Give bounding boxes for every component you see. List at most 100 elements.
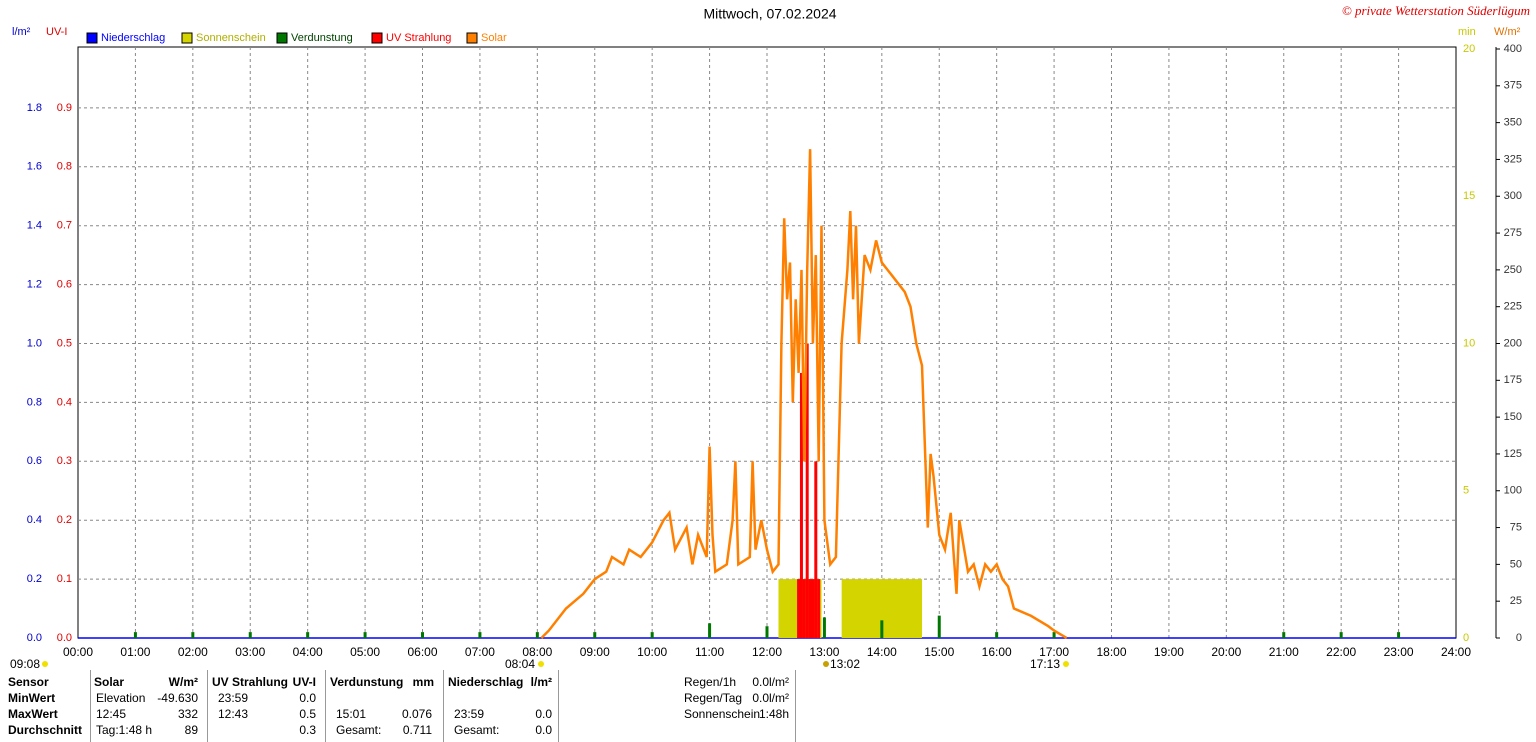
legend-swatch xyxy=(86,32,98,44)
chart-title: Mittwoch, 07.02.2024 xyxy=(703,6,836,22)
table-cell: Sonnenschein xyxy=(684,707,761,721)
legend-swatch xyxy=(371,32,383,44)
table-cell: -49.630 xyxy=(157,691,198,705)
axis-label: W/m² xyxy=(1494,26,1521,38)
y-tick-label: 0.0 xyxy=(57,632,72,644)
table-cell: 23:59 xyxy=(218,691,249,705)
chart: Mittwoch, 07.02.2024 © private Wettersta… xyxy=(10,3,1530,670)
annotation-dot xyxy=(1063,661,1069,667)
annotation: 09:08 xyxy=(10,657,40,670)
table-cell: Sensor xyxy=(8,675,49,689)
bar xyxy=(805,343,809,638)
legend-swatch xyxy=(276,32,288,44)
y-tick-label: 300 xyxy=(1504,190,1522,202)
y-tick-label: 200 xyxy=(1504,337,1522,349)
y-tick-label: 0.8 xyxy=(27,396,42,408)
bar xyxy=(814,461,818,638)
bar xyxy=(421,632,424,638)
y-tick-label: 20 xyxy=(1463,43,1475,55)
y-tick-label: 0.5 xyxy=(57,337,72,349)
y-tick-label: 125 xyxy=(1504,448,1522,460)
y-tick-label: 175 xyxy=(1504,374,1522,386)
x-tick-label: 06:00 xyxy=(407,645,437,659)
legend-label: Niederschlag xyxy=(101,32,165,44)
y-tick-label: 0.1 xyxy=(57,573,72,585)
legend-label: UV Strahlung xyxy=(386,32,451,44)
y-tick-label: 275 xyxy=(1504,227,1522,239)
bar xyxy=(1397,632,1401,638)
x-tick-label: 05:00 xyxy=(350,645,380,659)
table-cell: 0.076 xyxy=(401,707,432,721)
x-tick-label: 19:00 xyxy=(1154,645,1184,659)
table-cell: UV-I xyxy=(292,675,316,689)
table-cell: Tag:1:48 h xyxy=(96,723,153,737)
y-tick-label: 0.2 xyxy=(27,573,42,585)
bar xyxy=(133,632,137,638)
y-tick-label: 1.6 xyxy=(27,161,42,173)
y-tick-label: 0.9 xyxy=(57,102,72,114)
table-cell: mm xyxy=(412,675,434,689)
x-tick-label: 02:00 xyxy=(178,645,208,659)
bar xyxy=(593,632,597,638)
x-tick-label: 14:00 xyxy=(867,645,897,659)
table-cell: Regen/Tag xyxy=(684,691,743,705)
bar xyxy=(1339,632,1343,638)
x-tick-label: 03:00 xyxy=(235,645,265,659)
table-cell: Solar xyxy=(94,675,125,689)
separator xyxy=(325,670,326,742)
table-cell: MaxWert xyxy=(8,707,58,721)
bar xyxy=(808,579,812,638)
table-cell: 0.0l/m² xyxy=(752,675,789,689)
annotation: 13:02 xyxy=(830,657,860,670)
y-tick-label: 0.3 xyxy=(57,455,72,467)
y-tick-label: 250 xyxy=(1504,264,1522,276)
table-cell: 89 xyxy=(184,723,198,737)
y-tick-label: 150 xyxy=(1504,411,1522,423)
axis-label: UV-I xyxy=(46,26,67,38)
line xyxy=(540,149,1068,640)
bar xyxy=(650,632,654,638)
x-tick-label: 17:00 xyxy=(1039,645,1069,659)
table-cell: 12:43 xyxy=(218,707,249,721)
x-tick-label: 16:00 xyxy=(982,645,1012,659)
table-cell: 0.5 xyxy=(299,707,316,721)
separator xyxy=(90,670,91,742)
bar xyxy=(191,632,195,638)
bar xyxy=(811,579,815,638)
y-tick-label: 25 xyxy=(1510,595,1522,607)
bar xyxy=(880,620,884,638)
y-tick-label: 75 xyxy=(1510,521,1522,533)
bar xyxy=(306,632,310,638)
legend-label: Sonnenschein xyxy=(196,32,266,44)
x-tick-label: 21:00 xyxy=(1269,645,1299,659)
bar xyxy=(765,626,769,638)
table-cell: Verdunstung xyxy=(330,675,404,689)
x-tick-label: 10:00 xyxy=(637,645,667,659)
y-tick-label: 0 xyxy=(1463,632,1469,644)
bar xyxy=(248,632,252,638)
table-cell: 0.0l/m² xyxy=(752,691,789,705)
table-cell: MinWert xyxy=(8,691,56,705)
x-tick-label: 08:00 xyxy=(522,645,552,659)
annotation: 17:13 xyxy=(1030,657,1060,670)
y-tick-label: 1.8 xyxy=(27,102,42,114)
annotation-dot xyxy=(42,661,48,667)
y-tick-label: 50 xyxy=(1510,558,1522,570)
y-tick-label: 1.4 xyxy=(27,220,42,232)
table-cell: 12:45 xyxy=(96,707,127,721)
bar xyxy=(1052,632,1056,638)
y-tick-label: 1.0 xyxy=(27,337,42,349)
annotation-dot xyxy=(823,661,829,667)
bar xyxy=(937,615,941,638)
table-cell: Niederschlag xyxy=(448,675,524,689)
legend-label: Verdunstung xyxy=(291,32,353,44)
table-cell: 332 xyxy=(177,707,198,721)
y-tick-label: 15 xyxy=(1463,190,1475,202)
table-cell: 0.0 xyxy=(299,691,316,705)
legend-label: Solar xyxy=(481,32,507,44)
legend-swatch xyxy=(466,32,478,44)
legend-swatch xyxy=(181,32,193,44)
annotation: 08:04 xyxy=(505,657,535,670)
table-cell: Gesamt: xyxy=(454,723,500,737)
x-tick-label: 20:00 xyxy=(1211,645,1241,659)
